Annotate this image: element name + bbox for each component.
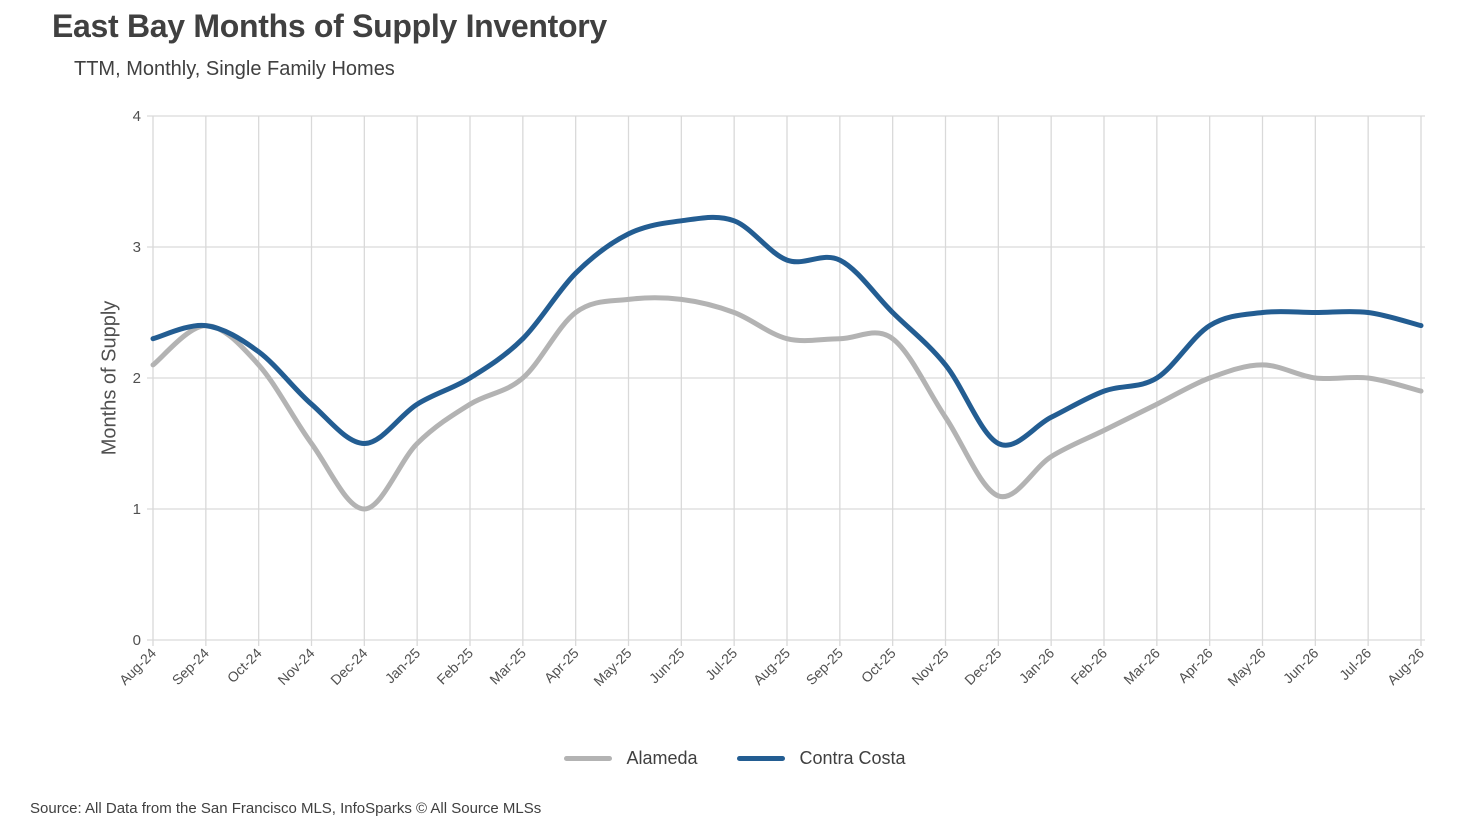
y-tick-label: 2	[133, 370, 141, 387]
x-tick-label: Jan-25	[382, 645, 424, 687]
x-tick-label: Aug-24	[116, 645, 159, 688]
legend-label-alameda: Alameda	[626, 748, 698, 768]
x-tick-label: Jun-25	[646, 645, 688, 687]
y-tick-label: 4	[133, 108, 141, 125]
x-tick-label: Apr-26	[1175, 645, 1216, 686]
x-tick-label: Jul-25	[702, 645, 740, 683]
x-tick-label: Feb-25	[433, 645, 476, 688]
y-tick-label: 3	[133, 239, 141, 256]
line-chart: 0 1 2 3 4 Aug-24 Sep-24 Oct-24 Nov-24 Dec-24 Jan-2…	[116, 108, 1427, 689]
y-tick-label: 1	[133, 501, 141, 518]
x-tick-label: Nov-24	[274, 645, 317, 688]
x-tick-label: Sep-25	[803, 645, 846, 688]
x-tick-label: Mar-25	[486, 645, 529, 688]
chart-subtitle: TTM, Monthly, Single Family Homes	[74, 58, 395, 80]
x-tick-label: Apr-25	[541, 645, 582, 686]
x-tick-label: Oct-24	[224, 645, 265, 686]
series-lines	[150, 214, 1424, 512]
x-tick-label: Nov-25	[908, 645, 951, 688]
x-tick-label: May-26	[1224, 645, 1268, 689]
x-tick-label: Dec-25	[961, 645, 1004, 688]
x-tick-label: Oct-25	[858, 645, 899, 686]
x-tick-label: Jun-26	[1280, 645, 1322, 687]
legend-item-contra-costa[interactable]: Contra Costa	[737, 748, 906, 769]
x-tick-label: Dec-24	[327, 645, 370, 688]
axes: 0 1 2 3 4 Aug-24 Sep-24 Oct-24 Nov-24 Dec-24 Jan-2…	[116, 108, 1427, 689]
x-tick-label: Jan-26	[1016, 645, 1058, 687]
legend-swatch-contra-costa	[737, 756, 786, 761]
series-line-alameda[interactable]	[150, 295, 1424, 512]
legend-item-alameda[interactable]: Alameda	[564, 748, 697, 769]
x-tick-label: Sep-24	[169, 645, 212, 688]
grid-lines	[147, 115, 1425, 646]
series-line-contra-costa[interactable]	[150, 214, 1424, 448]
legend-swatch-alameda	[564, 756, 613, 761]
chart-title: East Bay Months of Supply Inventory	[52, 8, 607, 44]
x-tick-label: Aug-25	[750, 645, 793, 688]
x-tick-label: Jul-26	[1336, 645, 1374, 683]
legend-label-contra-costa: Contra Costa	[799, 748, 906, 768]
x-tick-label: Mar-26	[1120, 645, 1163, 688]
x-tick-label: May-25	[590, 645, 634, 689]
x-tick-label: Feb-26	[1067, 645, 1110, 688]
y-tick-label: 0	[133, 632, 141, 649]
legend: Alameda Contra Costa	[0, 748, 1470, 769]
x-tick-label: Aug-26	[1384, 645, 1427, 688]
source-note: Source: All Data from the San Francisco …	[30, 800, 542, 817]
